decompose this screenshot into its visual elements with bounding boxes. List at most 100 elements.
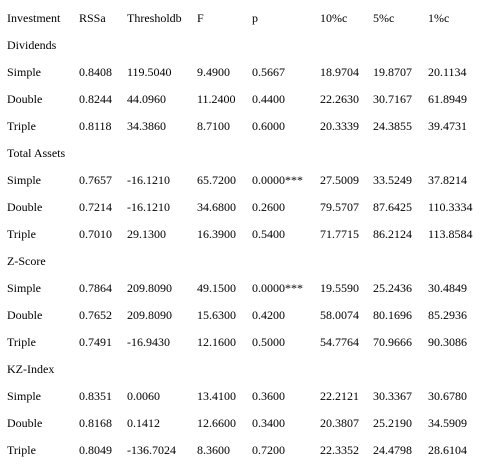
rssa-cell: 0.7214 xyxy=(79,200,112,214)
investment-cell: Simple xyxy=(7,173,42,187)
table-row: Simple 0.8351 0.0060 13.4100 0.3600 22.2121 30… xyxy=(0,378,489,405)
critical-10-cell: 18.9704 xyxy=(320,65,359,79)
p-cell: 0.0000*** xyxy=(252,281,303,295)
section-title-row: KZ-Index xyxy=(0,351,489,378)
critical-1-cell: 110.3334 xyxy=(428,200,473,214)
rssa-cell: 0.8408 xyxy=(79,65,112,79)
f-cell: 11.2400 xyxy=(197,92,236,106)
investment-cell: Double xyxy=(7,200,43,214)
header-rssa: RSSa xyxy=(79,11,106,25)
f-cell: 12.1600 xyxy=(197,335,236,349)
f-cell: 12.6600 xyxy=(197,416,236,430)
p-cell: 0.5667 xyxy=(252,65,285,79)
critical-1-cell: 30.6780 xyxy=(428,389,467,403)
rssa-cell: 0.7657 xyxy=(79,173,112,187)
rssa-cell: 0.7010 xyxy=(79,227,112,241)
rssa-cell: 0.8168 xyxy=(79,416,112,430)
p-cell: 0.0000*** xyxy=(252,173,303,187)
header-investment: Investment xyxy=(7,11,61,25)
rssa-cell: 0.7864 xyxy=(79,281,112,295)
f-cell: 8.7100 xyxy=(197,119,230,133)
critical-5-cell: 25.2190 xyxy=(373,416,412,430)
critical-10-cell: 79.5707 xyxy=(320,200,359,214)
section-title: Z-Score xyxy=(7,254,46,268)
table-row: Double 0.7652 209.8090 15.6300 0.4200 58.0074… xyxy=(0,297,489,324)
section-title-row: Dividends xyxy=(0,27,489,54)
investment-cell: Triple xyxy=(7,119,36,133)
table-header-row: Investment RSSa Thresholdb F p 10%c 5%c … xyxy=(0,0,489,27)
critical-5-cell: 86.2124 xyxy=(373,227,412,241)
table-row: Double 0.7214 -16.1210 34.6800 0.2600 79.5707… xyxy=(0,189,489,216)
investment-cell: Double xyxy=(7,308,43,322)
critical-5-cell: 25.2436 xyxy=(373,281,412,295)
threshold-cell: 44.0960 xyxy=(127,92,166,106)
critical-1-cell: 90.3086 xyxy=(428,335,467,349)
critical-1-cell: 61.8949 xyxy=(428,92,467,106)
f-cell: 34.6800 xyxy=(197,200,236,214)
investment-cell: Triple xyxy=(7,335,36,349)
threshold-cell: 0.1412 xyxy=(127,416,160,430)
p-cell: 0.3400 xyxy=(252,416,285,430)
f-cell: 15.6300 xyxy=(197,308,236,322)
critical-1-cell: 85.2936 xyxy=(428,308,467,322)
header-f: F xyxy=(197,11,204,25)
critical-1-cell: 113.8584 xyxy=(428,227,473,241)
rssa-cell: 0.8049 xyxy=(79,443,112,457)
f-cell: 8.3600 xyxy=(197,443,230,457)
f-cell: 13.4100 xyxy=(197,389,236,403)
critical-5-cell: 24.3855 xyxy=(373,119,412,133)
p-cell: 0.7200 xyxy=(252,443,285,457)
p-cell: 0.4400 xyxy=(252,92,285,106)
critical-10-cell: 22.2630 xyxy=(320,92,359,106)
critical-5-cell: 87.6425 xyxy=(373,200,412,214)
investment-cell: Triple xyxy=(7,443,36,457)
section-title: Total Assets xyxy=(7,146,66,160)
investment-cell: Double xyxy=(7,92,43,106)
p-cell: 0.2600 xyxy=(252,200,285,214)
critical-1-cell: 39.4731 xyxy=(428,119,467,133)
table-row: Simple 0.7864 209.8090 49.1500 0.0000*** 19.5… xyxy=(0,270,489,297)
table-row: Triple 0.7010 29.1300 16.3900 0.5400 71.7715 8… xyxy=(0,216,489,243)
header-critical-10: 10%c xyxy=(320,11,348,25)
critical-10-cell: 22.2121 xyxy=(320,389,359,403)
critical-10-cell: 58.0074 xyxy=(320,308,359,322)
investment-cell: Simple xyxy=(7,65,42,79)
threshold-cell: -136.7024 xyxy=(127,443,176,457)
critical-5-cell: 24.4798 xyxy=(373,443,412,457)
header-critical-5: 5%c xyxy=(373,11,395,25)
section-title-row: Z-Score xyxy=(0,243,489,270)
p-cell: 0.3600 xyxy=(252,389,285,403)
threshold-cell: 209.8090 xyxy=(127,308,172,322)
critical-1-cell: 20.1134 xyxy=(428,65,467,79)
critical-5-cell: 30.3367 xyxy=(373,389,412,403)
critical-1-cell: 37.8214 xyxy=(428,173,467,187)
critical-10-cell: 19.5590 xyxy=(320,281,359,295)
table-row: Triple 0.8118 34.3860 8.7100 0.6000 20.3339 24… xyxy=(0,108,489,135)
critical-10-cell: 54.7764 xyxy=(320,335,359,349)
f-cell: 65.7200 xyxy=(197,173,236,187)
threshold-cell: 119.5040 xyxy=(127,65,172,79)
threshold-cell: 209.8090 xyxy=(127,281,172,295)
investment-cell: Simple xyxy=(7,389,42,403)
rssa-cell: 0.8118 xyxy=(79,119,112,133)
critical-5-cell: 80.1696 xyxy=(373,308,412,322)
section-title: Dividends xyxy=(7,38,57,52)
rssa-cell: 0.7652 xyxy=(79,308,112,322)
threshold-cell: 29.1300 xyxy=(127,227,166,241)
f-cell: 16.3900 xyxy=(197,227,236,241)
critical-1-cell: 34.5909 xyxy=(428,416,467,430)
section-title: KZ-Index xyxy=(7,362,55,376)
investment-cell: Simple xyxy=(7,281,42,295)
rssa-cell: 0.8351 xyxy=(79,389,112,403)
threshold-cell: -16.1210 xyxy=(127,200,170,214)
critical-10-cell: 27.5009 xyxy=(320,173,359,187)
threshold-cell: -16.9430 xyxy=(127,335,170,349)
table-row: Triple 0.7491 -16.9430 12.1600 0.5000 54.7764… xyxy=(0,324,489,351)
critical-1-cell: 28.6104 xyxy=(428,443,467,457)
threshold-cell: -16.1210 xyxy=(127,173,170,187)
p-cell: 0.6000 xyxy=(252,119,285,133)
critical-5-cell: 33.5249 xyxy=(373,173,412,187)
table-row: Triple 0.8049 -136.7024 8.3600 0.7200 22.3352… xyxy=(0,432,489,459)
rssa-cell: 0.8244 xyxy=(79,92,112,106)
